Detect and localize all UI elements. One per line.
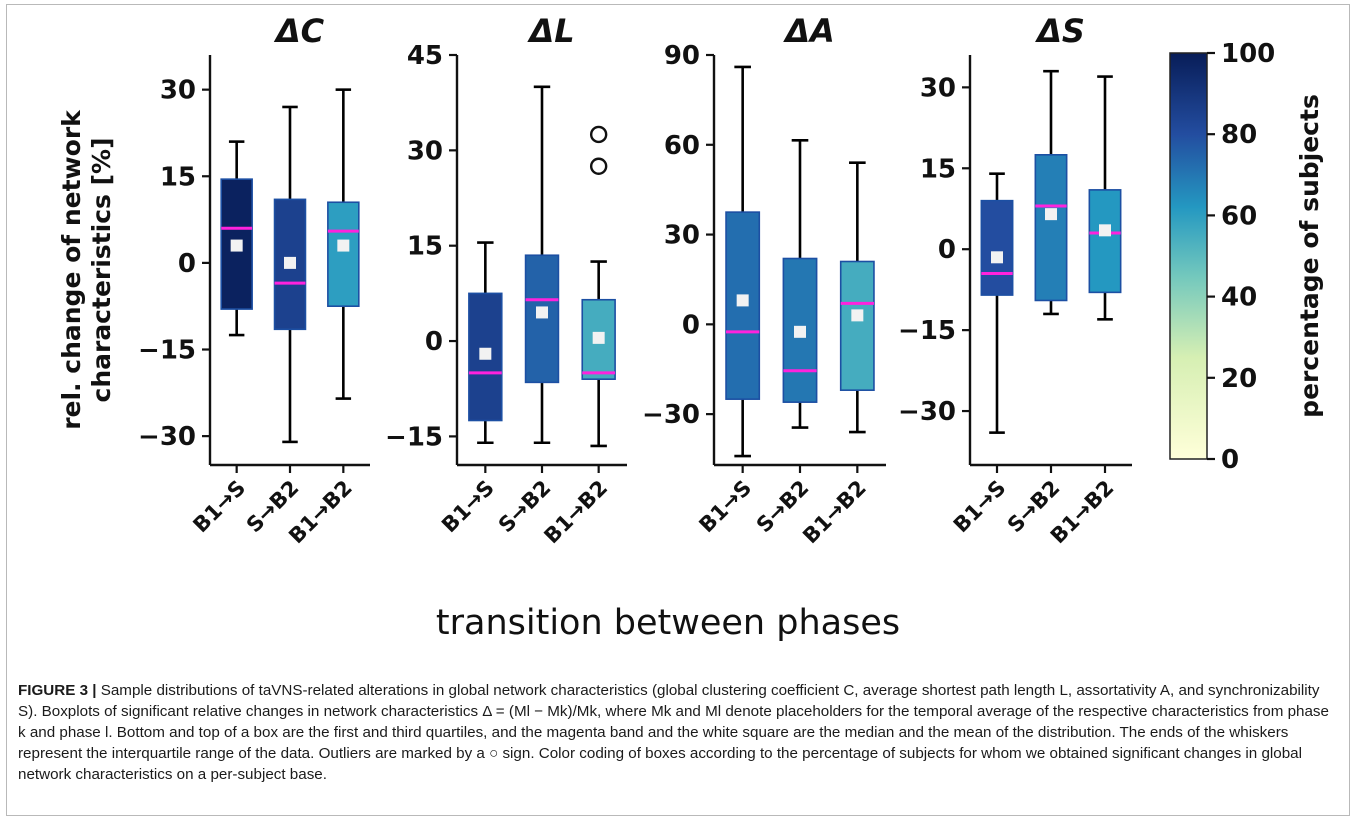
x-axis-title: transition between phases xyxy=(436,603,900,643)
colorbar-ticks: 0 20 40 60 80 100 xyxy=(1207,39,1275,475)
boxplot-figure: ΔC−30−1501530B1→SS→B2B1→B2ΔL−150153045B1… xyxy=(57,12,1324,643)
figure-frame xyxy=(6,4,1350,816)
y-tick-label: 30 xyxy=(407,136,443,166)
mean-marker xyxy=(230,239,243,252)
mean-marker xyxy=(736,294,749,307)
y-tick-label: 90 xyxy=(664,41,700,71)
y-tick-label: 30 xyxy=(664,221,700,251)
y-tick-label: 60 xyxy=(664,131,700,161)
x-tick-label: B1→S xyxy=(437,476,499,538)
mean-marker xyxy=(337,239,350,252)
y-tick-label: 15 xyxy=(920,154,956,184)
colorbar-tick-label: 0 xyxy=(1221,445,1239,475)
colorbar-tick-label: 100 xyxy=(1221,39,1275,69)
colorbar-gradient xyxy=(1169,52,1208,460)
box-1 xyxy=(725,65,761,458)
mean-marker xyxy=(1045,208,1057,221)
figure-caption: FIGURE 3 | Sample distributions of taVNS… xyxy=(18,680,1338,785)
y-tick-label: 30 xyxy=(160,76,196,106)
y-tick-label: −15 xyxy=(898,316,956,346)
box-iqr xyxy=(524,254,560,384)
box-3 xyxy=(1088,75,1122,321)
y-tick-label: 0 xyxy=(682,310,700,340)
y-tick-label: −30 xyxy=(138,422,196,452)
outlier-marker xyxy=(589,125,608,144)
colorbar-tick-label: 40 xyxy=(1221,283,1257,313)
box-2 xyxy=(782,138,818,429)
box-iqr xyxy=(1034,154,1068,302)
box-1 xyxy=(220,140,253,337)
panel-title: ΔL xyxy=(526,12,574,50)
y-tick-label: 30 xyxy=(920,73,956,103)
panel-title: ΔC xyxy=(273,12,325,50)
x-tick-label: B1→S xyxy=(188,476,250,538)
box-3 xyxy=(839,161,875,434)
colorbar-label: percentage of subjects xyxy=(1295,94,1324,418)
mean-marker xyxy=(851,309,864,322)
box-iqr xyxy=(980,199,1014,296)
y-tick-label: −15 xyxy=(138,336,196,366)
box-2 xyxy=(524,85,560,445)
panels-group: ΔC−30−1501530B1→SS→B2B1→B2ΔL−150153045B1… xyxy=(138,12,1132,548)
mean-marker xyxy=(991,251,1003,264)
panel-title: ΔS xyxy=(1034,12,1085,50)
box-1 xyxy=(980,172,1014,434)
colorbar xyxy=(1169,52,1208,460)
y-tick-label: 0 xyxy=(938,235,956,265)
y-tick-label: −30 xyxy=(898,397,956,427)
y-tick-label: 0 xyxy=(425,327,443,357)
box-iqr xyxy=(782,257,818,403)
box-iqr xyxy=(1088,189,1122,294)
box-iqr xyxy=(327,201,360,307)
mean-marker xyxy=(284,256,296,269)
mean-marker xyxy=(536,306,548,319)
mean-marker xyxy=(1099,224,1111,237)
colorbar-tick-label: 20 xyxy=(1221,364,1257,394)
box-2 xyxy=(1034,69,1068,316)
box-1 xyxy=(468,241,503,445)
mean-marker xyxy=(592,331,605,344)
y-tick-label: −30 xyxy=(642,400,700,430)
x-tick-label: B1→B2 xyxy=(798,476,871,549)
caption-text: Sample distributions of taVNS-related al… xyxy=(18,682,1329,783)
y-tick-label: 15 xyxy=(160,162,196,192)
box-3 xyxy=(327,88,360,400)
mean-marker xyxy=(479,347,492,360)
box-3 xyxy=(581,260,616,448)
panel-title: ΔA xyxy=(782,12,835,50)
mean-marker xyxy=(794,325,806,338)
outlier-marker xyxy=(589,157,608,175)
y-tick-label: 45 xyxy=(407,41,443,71)
y-axis-title-line2: characteristics [%] xyxy=(87,137,116,402)
y-tick-label: 15 xyxy=(407,232,443,262)
box-2 xyxy=(273,105,307,444)
x-tick-label: B1→S xyxy=(949,476,1011,538)
caption-label: FIGURE 3 | xyxy=(18,682,97,699)
x-tick-label: B1→B2 xyxy=(539,476,612,549)
colorbar-tick-label: 60 xyxy=(1221,201,1257,231)
y-axis-title-line1: rel. change of network xyxy=(57,109,86,430)
x-tick-label: B1→S xyxy=(694,476,756,538)
colorbar-tick-label: 80 xyxy=(1221,120,1257,150)
box-iqr xyxy=(839,260,875,391)
y-tick-label: 0 xyxy=(178,249,196,279)
y-tick-label: −15 xyxy=(385,422,443,452)
